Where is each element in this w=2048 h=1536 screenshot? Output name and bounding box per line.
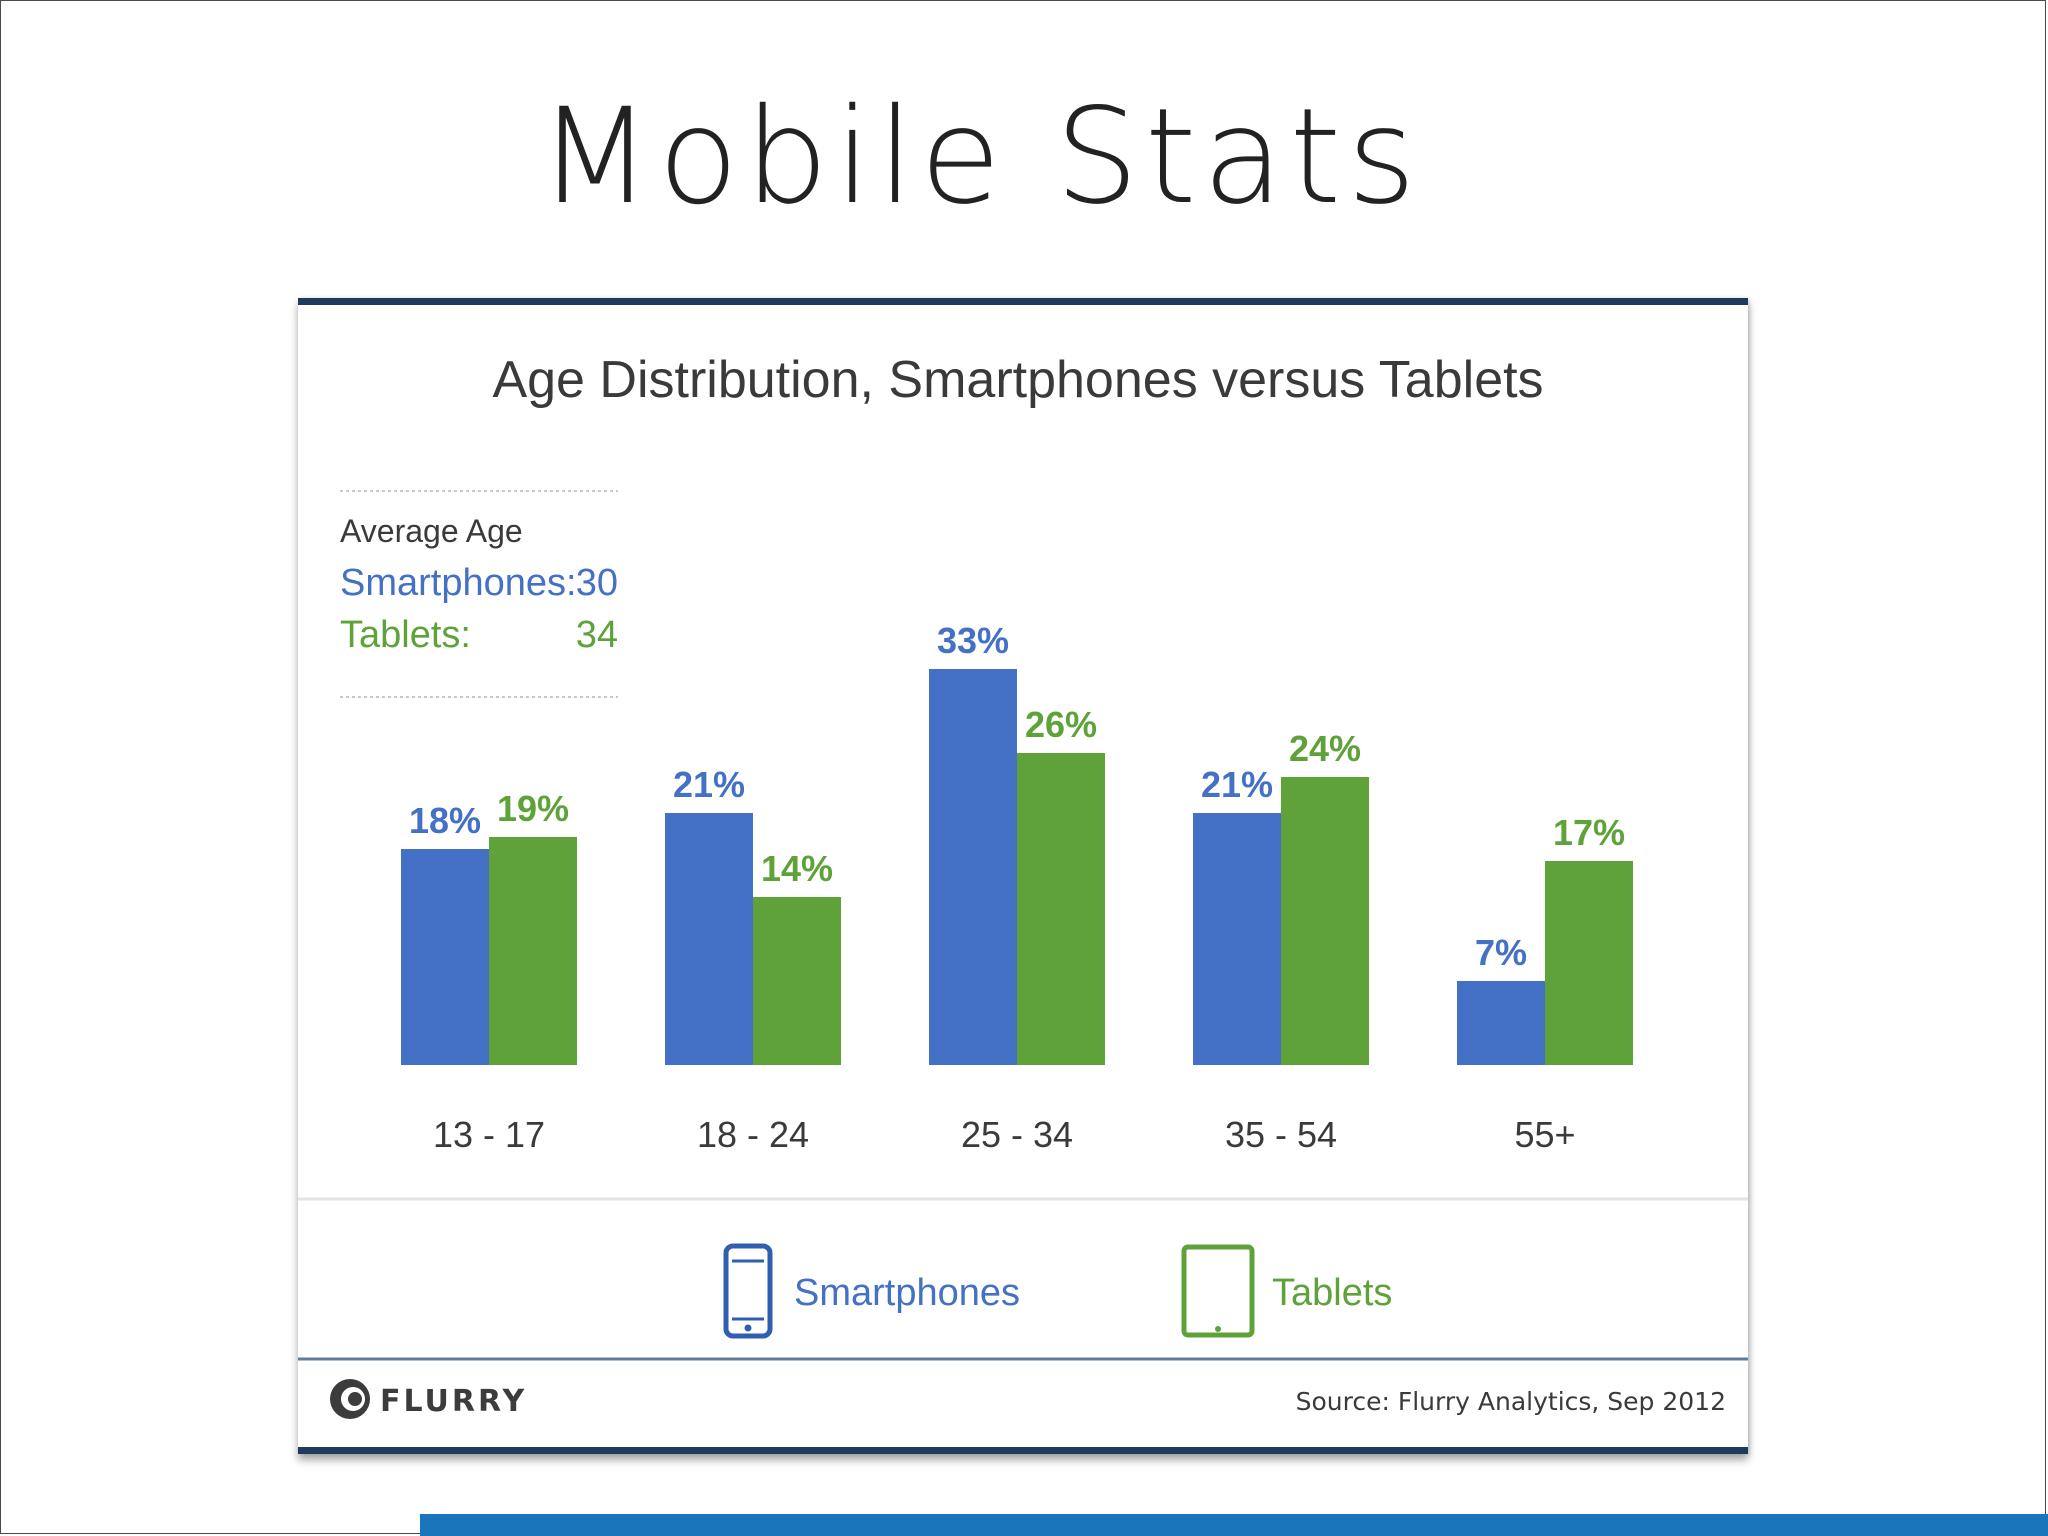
bar-label-smartphones-5: 7% xyxy=(1475,932,1527,973)
bar-label-tablets-2: 14% xyxy=(761,848,833,889)
bar-label-smartphones-2: 21% xyxy=(673,764,745,805)
bar-tablets-4 xyxy=(1281,777,1369,1065)
slide-accent-bar xyxy=(420,1514,2048,1536)
category-label-5: 55+ xyxy=(1514,1114,1575,1155)
bar-label-tablets-3: 26% xyxy=(1025,704,1097,745)
bar-label-tablets-5: 17% xyxy=(1553,812,1625,853)
average-age-tablets-label: Tablets: xyxy=(340,614,471,656)
category-label-1: 13 - 17 xyxy=(433,1114,545,1155)
bar-smartphones-2 xyxy=(665,813,753,1065)
average-age-smartphones-value: 30 xyxy=(576,562,618,604)
chart-card: Age Distribution, Smartphones versus Tab… xyxy=(298,298,1748,1454)
average-age-tablets-value: 34 xyxy=(576,614,618,656)
footer-source: Source: Flurry Analytics, Sep 2012 xyxy=(1296,1387,1726,1416)
bar-smartphones-3 xyxy=(929,669,1017,1065)
category-label-4: 35 - 54 xyxy=(1225,1114,1337,1155)
bar-tablets-3 xyxy=(1017,753,1105,1065)
chart-title: Age Distribution, Smartphones versus Tab… xyxy=(492,351,1543,409)
bar-tablets-2 xyxy=(753,897,841,1065)
bar-label-tablets-4: 24% xyxy=(1289,728,1361,769)
tablet-icon xyxy=(1181,1244,1255,1338)
smartphone-icon xyxy=(723,1243,773,1339)
legend-tablets-label: Tablets xyxy=(1272,1272,1392,1314)
bar-label-smartphones-1: 18% xyxy=(409,800,481,841)
bar-label-smartphones-3: 33% xyxy=(937,620,1009,661)
bars-layer: 18% 19% 13 - 17 21% 14% 18 - 24 33% 26% 25 - 34 2… xyxy=(401,620,1633,1155)
slide-title: Mobile Stats xyxy=(538,80,1422,234)
flurry-logo-icon xyxy=(330,1379,370,1419)
category-label-2: 18 - 24 xyxy=(697,1114,809,1155)
average-age-smartphones-label: Smartphones: xyxy=(340,562,577,604)
bar-tablets-1 xyxy=(489,837,577,1065)
average-age-heading: Average Age xyxy=(340,513,523,549)
bar-label-tablets-1: 19% xyxy=(497,788,569,829)
category-label-3: 25 - 34 xyxy=(961,1114,1073,1155)
bar-tablets-5 xyxy=(1545,861,1633,1065)
bar-smartphones-5 xyxy=(1457,981,1545,1065)
bar-label-smartphones-4: 21% xyxy=(1201,764,1273,805)
chart-svg: Age Distribution, Smartphones versus Tab… xyxy=(298,351,1748,1419)
bar-smartphones-4 xyxy=(1193,813,1281,1065)
flurry-logo-text: FLURRY xyxy=(380,1384,527,1419)
legend-smartphones-label: Smartphones xyxy=(794,1272,1020,1314)
bar-smartphones-1 xyxy=(401,849,489,1065)
